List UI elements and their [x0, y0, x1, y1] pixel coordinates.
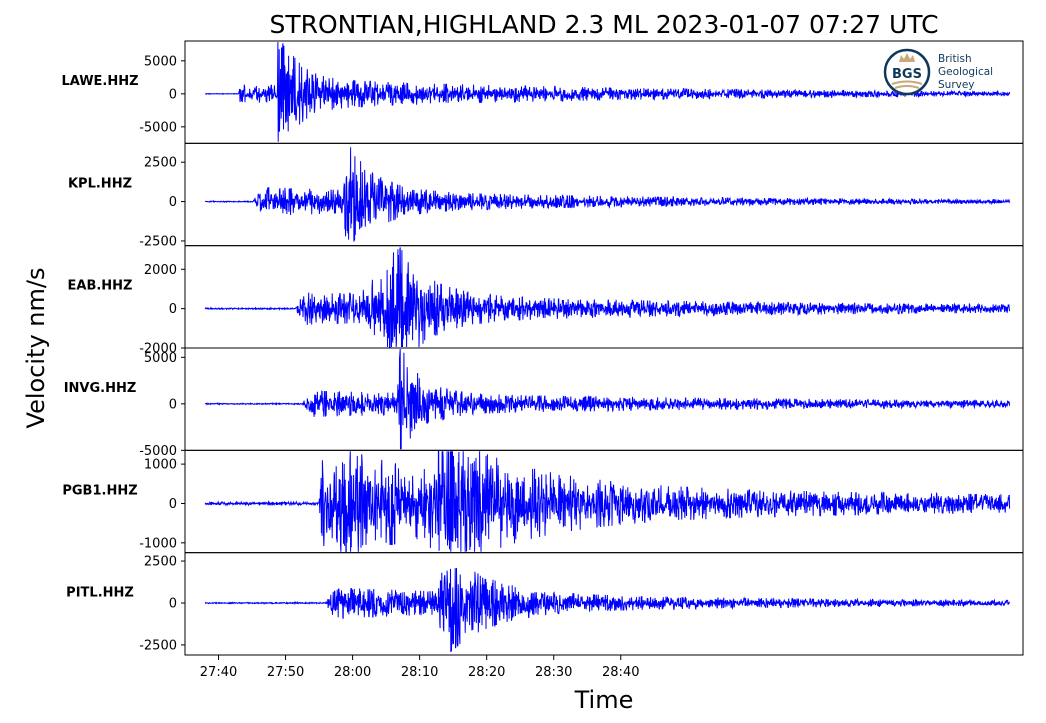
y-tick-label: 2000 — [144, 263, 177, 278]
station-label: INVG.HHZ — [64, 381, 137, 396]
y-tick-label: -5000 — [139, 120, 177, 135]
y-tick-label: 0 — [169, 397, 177, 412]
station-label: LAWE.HHZ — [61, 74, 138, 89]
panel-frame — [184, 552, 1024, 656]
trace-panel: 5000 0 -5000 LAWE.HHZ — [61, 40, 1024, 144]
y-tick-label: 2500 — [144, 156, 177, 171]
logo-wave — [891, 80, 923, 85]
y-tick-label: 0 — [169, 497, 177, 512]
station-label: PGB1.HHZ — [62, 483, 137, 498]
waveform-line — [204, 348, 1011, 450]
chart-title: STRONTIAN,HIGHLAND 2.3 ML 2023-01-07 07:… — [269, 10, 938, 39]
trace-panels: 5000 0 -5000 LAWE.HHZ 2500 0 -2500 KPL.HHZ 2000 0… — [61, 40, 1024, 656]
panel-frame — [184, 245, 1024, 349]
x-axis-title: Time — [574, 686, 634, 714]
y-tick-label: 0 — [169, 87, 177, 102]
x-tick-label: 28:40 — [602, 665, 639, 680]
x-tick-label: 28:30 — [535, 665, 572, 680]
x-tick-label: 28:00 — [334, 665, 371, 680]
waveform-line — [204, 247, 1011, 348]
waveform-line — [204, 41, 1011, 142]
y-axis-title: Velocity nm/s — [22, 268, 50, 429]
waveform-line — [204, 147, 1011, 242]
y-tick-label: 5000 — [144, 351, 177, 366]
y-tick-label: 5000 — [144, 54, 177, 69]
trace-panel: 5000 0 -5000 INVG.HHZ — [64, 347, 1024, 459]
trace-panel: 2000 0 -2000 EAB.HHZ — [68, 245, 1024, 357]
y-tick-label: 1000 — [144, 458, 177, 473]
logo-crown-icon — [899, 53, 915, 62]
y-tick-label: -5000 — [139, 444, 177, 459]
y-tick-label: 2500 — [144, 555, 177, 570]
y-tick-label: -2500 — [139, 638, 177, 653]
logo-mark: BGS — [892, 67, 922, 82]
waveform-line — [204, 450, 1011, 553]
y-tick-label: -1000 — [139, 536, 177, 551]
logo-line-2: Geological — [938, 66, 993, 78]
logo-line-1: British — [938, 53, 972, 65]
station-label: PITL.HHZ — [66, 586, 134, 601]
y-tick-label: -2500 — [139, 234, 177, 249]
y-tick-label: 0 — [169, 302, 177, 317]
y-tick-label: 0 — [169, 596, 177, 611]
y-tick-label: 0 — [169, 195, 177, 210]
trace-panel: 1000 0 -1000 PGB1.HHZ — [62, 449, 1024, 554]
waveform-line — [204, 567, 1010, 653]
logo-wave — [894, 85, 920, 89]
x-tick-label: 28:20 — [468, 665, 505, 680]
logo-line-3: Survey — [938, 79, 975, 91]
bgs-logo: BGS British Geological Survey — [883, 48, 993, 96]
trace-panel: 2500 0 -2500 PITL.HHZ — [66, 552, 1024, 656]
x-axis: 27:40 27:50 28:00 28:10 28:20 28:30 28:40 — [200, 655, 639, 680]
x-tick-label: 28:10 — [401, 665, 438, 680]
trace-panel: 2500 0 -2500 KPL.HHZ — [68, 142, 1024, 249]
y-tick-label: -2000 — [139, 342, 177, 357]
x-tick-label: 27:50 — [267, 665, 304, 680]
x-tick-label: 27:40 — [200, 665, 237, 680]
station-label: KPL.HHZ — [68, 176, 132, 191]
station-label: EAB.HHZ — [68, 279, 133, 294]
